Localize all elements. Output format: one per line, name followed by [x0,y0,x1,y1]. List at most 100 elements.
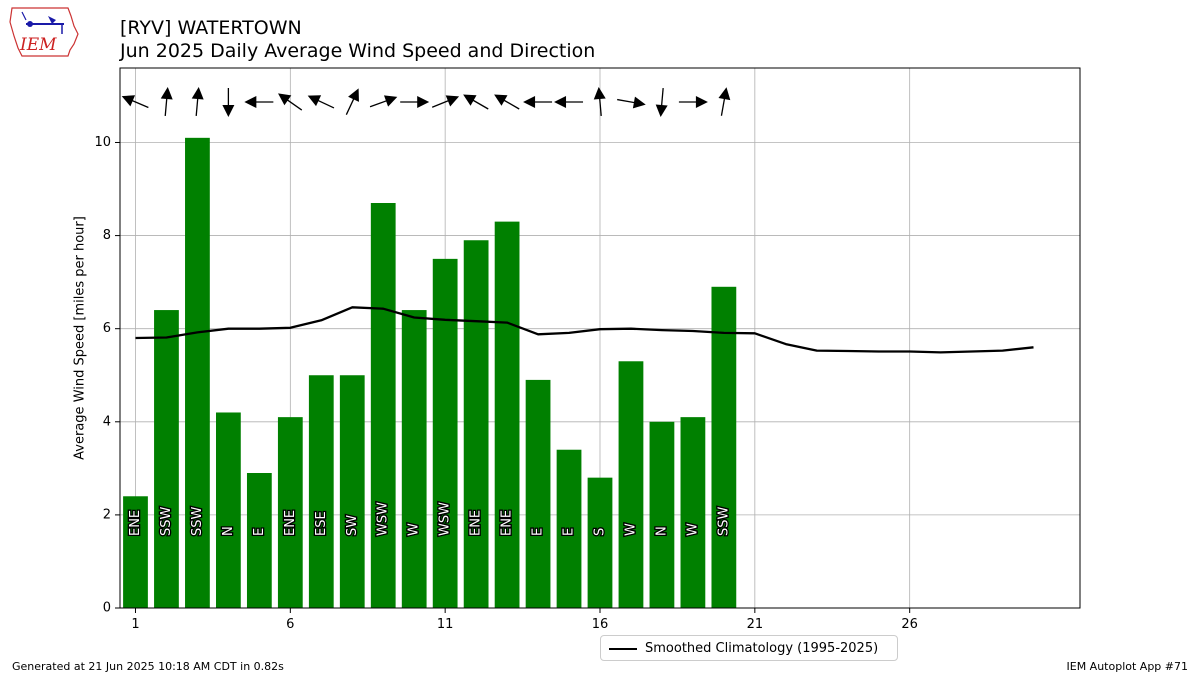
bar [587,477,613,608]
wind-arrow [307,95,335,109]
wind-arrow [554,96,584,108]
wind-arrow [222,88,235,117]
bar [494,221,520,608]
wind-arrow-head [222,105,235,117]
bar [308,375,334,608]
direction-label: WSW [438,502,453,536]
wind-arrow-head [348,88,359,102]
wind-arrow [494,94,520,110]
legend-line-swatch [609,648,637,650]
direction-labels: ENE SSW SSW N E ENE ESE SW WSW W WSW ENE ENE E E S W N W SS… [127,501,733,538]
wind-arrow [369,95,398,108]
wind-arrow-head [244,96,257,108]
bar [401,310,427,608]
chart-subtitle: Jun 2025 Daily Average Wind Speed and Di… [120,40,596,62]
wind-arrow-shaft [431,99,451,108]
bars [123,137,737,609]
wind-arrow-head [417,96,430,108]
y-tick-label: 8 [103,228,111,243]
direction-label: W [407,523,422,536]
wind-arrow-head [383,95,398,107]
wind-arrow [431,95,460,108]
bar [185,137,210,609]
wind-arrow [655,87,668,117]
direction-label: ENE [283,510,298,536]
wind-arrow-head [523,96,536,108]
wind-arrow [463,94,489,110]
wind-arrow [617,96,646,109]
wind-arrow [678,96,708,108]
direction-label: S [593,528,608,536]
direction-label: ENE [500,510,515,536]
wind-arrow-shaft [369,99,390,108]
y-tick-label: 6 [103,321,111,336]
bar [339,375,365,608]
bar [525,379,551,608]
bar [370,203,396,608]
footer-generated: Generated at 21 Jun 2025 10:18 AM CDT in… [12,660,284,673]
y-tick-label: 10 [94,135,111,150]
direction-arrows [121,87,731,117]
direction-label: W [623,523,638,536]
direction-label: SW [345,515,360,536]
bar [680,417,706,608]
wind-arrow [160,87,173,117]
x-tick-label: 11 [437,617,454,632]
wind-arrow-shaft [660,87,664,109]
wind-arrow-shaft [129,99,149,109]
x-tick-label: 6 [286,617,294,632]
direction-label: N [654,526,669,536]
x-tick-label: 26 [901,617,918,632]
wind-arrow-head [307,95,322,107]
direction-label: SSW [190,506,205,536]
direction-label: E [531,528,546,536]
wind-arrow [121,95,149,109]
direction-label: W [685,523,700,536]
wind-arrow-shaft [285,98,303,111]
y-axis-label: Average Wind Speed [miles per hour] [73,216,88,460]
direction-label: N [221,526,236,536]
wind-arrow-head [632,96,646,109]
wind-arrow-head [655,104,668,117]
bar [649,421,675,608]
y-tick-label: 4 [103,414,111,429]
wind-arrow-head [494,94,508,106]
direction-label: ESE [314,511,329,536]
footer-app: IEM Autoplot App #71 [1066,660,1189,673]
bar [463,240,489,608]
wind-arrow-shaft [501,98,520,110]
wind-arrow [593,87,606,117]
bar [277,417,303,608]
wind-arrow [718,87,731,116]
bar [618,361,644,608]
x-tick-label: 16 [592,617,609,632]
wind-arrow-shaft [345,96,356,115]
y-tick-label: 2 [103,507,111,522]
wind-chart: ENE SSW SSW N E ENE ESE SW WSW W WSW ENE ENE E E S W N W SS… [73,67,1081,632]
wind-arrow-head [160,87,173,100]
wind-arrow-shaft [617,98,637,104]
wind-arrow-shaft [720,95,726,116]
direction-label: SSW [159,506,174,536]
bar [154,310,179,608]
wind-arrow [345,88,359,115]
legend-label: Smoothed Climatology (1995-2025) [645,641,879,656]
wind-arrow-head [554,96,567,108]
wind-arrow-shaft [195,95,199,117]
wind-arrow-head [191,87,204,100]
chart-title: [RYV] WATERTOWN [120,17,302,39]
direction-label: WSW [376,502,391,536]
wind-arrow-head [278,93,292,106]
direction-label: E [562,528,577,536]
bar [246,473,272,608]
wind-arrow [278,93,303,111]
wind-arrow-shaft [470,98,489,110]
wind-arrow [191,87,204,117]
wind-arrow-head [445,95,460,107]
wind-arrow-head [463,94,477,106]
wind-arrow-head [121,95,136,107]
bar [432,258,458,608]
direction-label: SSW [716,506,731,536]
climatology-line [135,306,1034,354]
